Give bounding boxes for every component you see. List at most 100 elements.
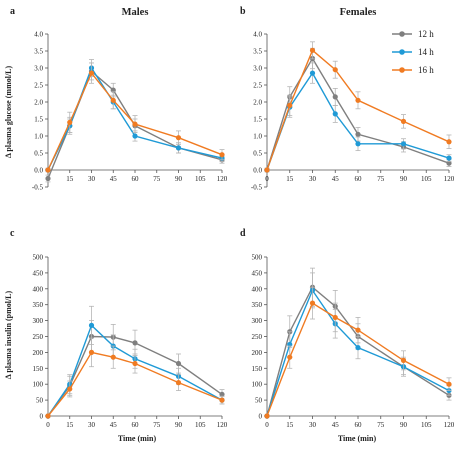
x-tick-label: 30 [88, 421, 96, 429]
data-point [45, 175, 51, 182]
series-16h [264, 286, 452, 419]
y-tick-label: 0 [40, 413, 44, 421]
x-tick-label: 105 [421, 175, 432, 183]
y-axis-label-glucose: Δ plasma glucose (mmol/L) [4, 65, 13, 158]
data-point [287, 354, 293, 360]
y-tick-label: 0.0 [34, 167, 43, 175]
y-tick-label: 1.5 [34, 116, 43, 124]
x-tick-label: 0 [265, 175, 269, 183]
y-tick-label: 0.5 [34, 150, 43, 158]
y-tick-label: 50 [36, 397, 44, 405]
legend-swatch-marker [399, 31, 405, 37]
series-16h [45, 337, 225, 419]
y-tick-label: 2.5 [34, 82, 43, 90]
legend-item: 14 h [392, 47, 434, 57]
series-16h [264, 41, 452, 173]
data-point [446, 139, 452, 145]
data-point [355, 97, 361, 103]
x-axis-label-left: Time (min) [118, 434, 157, 443]
x-tick-label: 105 [195, 175, 206, 183]
y-tick-label: 100 [33, 381, 44, 389]
legend-item: 16 h [392, 65, 434, 75]
series-16h [45, 62, 225, 173]
data-point [219, 397, 225, 403]
data-point [175, 380, 182, 386]
x-tick-label: 45 [332, 421, 340, 429]
x-tick-label: 60 [132, 175, 140, 183]
x-tick-label: 45 [110, 175, 118, 183]
data-point [355, 131, 361, 137]
y-tick-label: 500 [252, 254, 263, 262]
y-tick-label: 3.0 [253, 65, 262, 73]
data-point [67, 119, 73, 125]
panel-letter: a [10, 6, 15, 17]
data-point [446, 155, 452, 161]
data-point [264, 167, 270, 173]
x-tick-label: 120 [217, 421, 228, 429]
x-tick-label: 30 [88, 175, 96, 183]
x-tick-label: 75 [377, 421, 385, 429]
panel-letter: b [240, 6, 246, 17]
data-point [110, 87, 116, 93]
y-tick-label: 2.5 [253, 82, 262, 90]
y-tick-label: 250 [252, 333, 263, 341]
data-point [264, 413, 270, 419]
y-tick-label: 0 [259, 413, 263, 421]
data-point [355, 327, 361, 333]
data-point [67, 386, 73, 392]
legend-swatch-marker [399, 49, 405, 55]
data-point [309, 70, 316, 76]
y-tick-label: 2.0 [34, 99, 43, 107]
x-tick-label: 105 [421, 421, 432, 429]
data-point [45, 167, 51, 173]
panel-letter: c [10, 228, 15, 239]
y-tick-label: 100 [252, 381, 263, 389]
y-tick-label: 250 [33, 333, 44, 341]
series-line [266, 71, 450, 171]
y-tick-label: 500 [33, 254, 44, 262]
x-axis-label-right: Time (min) [338, 434, 377, 443]
x-tick-label: 60 [355, 421, 363, 429]
y-tick-label: 200 [252, 349, 263, 357]
x-tick-label: 120 [444, 175, 455, 183]
legend-label: 16 h [418, 65, 434, 75]
y-tick-label: 4.0 [253, 31, 262, 39]
panel-c: c 0 50 100 150 200 250 300 350 400 450 500 0 15 30 45 60… [10, 228, 228, 429]
y-tick-label: 150 [33, 365, 44, 373]
legend-item: 12 h [392, 29, 434, 39]
y-tick-label: 3.0 [34, 65, 43, 73]
panel-title: Females [340, 7, 377, 18]
legend-swatch-marker [399, 67, 405, 73]
y-tick-label: 2.0 [253, 99, 262, 107]
data-point [88, 349, 95, 355]
y-tick-label: 200 [33, 349, 44, 357]
data-point [446, 381, 452, 387]
panel-title: Males [122, 7, 149, 18]
y-tick-label: 350 [252, 301, 263, 309]
x-tick-label: 0 [46, 421, 50, 429]
y-tick-label: -0.5 [251, 184, 263, 192]
x-tick-label: 90 [400, 421, 408, 429]
y-tick-label: 0.5 [253, 150, 262, 158]
y-tick-label: 350 [33, 301, 44, 309]
x-tick-label: 75 [153, 175, 161, 183]
y-tick-label: 1.5 [253, 116, 262, 124]
y-tick-label: 0.0 [253, 167, 262, 175]
y-tick-label: 300 [33, 317, 44, 325]
data-point [88, 322, 95, 328]
panel-letter: d [240, 228, 246, 239]
data-point [175, 360, 182, 367]
data-point [175, 135, 182, 141]
x-tick-label: 15 [66, 175, 74, 183]
legend: 12 h 14 h 16 h [392, 29, 434, 75]
x-tick-label: 90 [175, 175, 183, 183]
x-tick-label: 90 [400, 175, 408, 183]
data-point [400, 141, 407, 147]
x-tick-label: 60 [355, 175, 363, 183]
y-tick-label: 400 [33, 285, 44, 293]
y-tick-label: 1.0 [253, 133, 262, 141]
y-tick-label: 450 [33, 269, 44, 277]
x-tick-label: 30 [309, 175, 317, 183]
